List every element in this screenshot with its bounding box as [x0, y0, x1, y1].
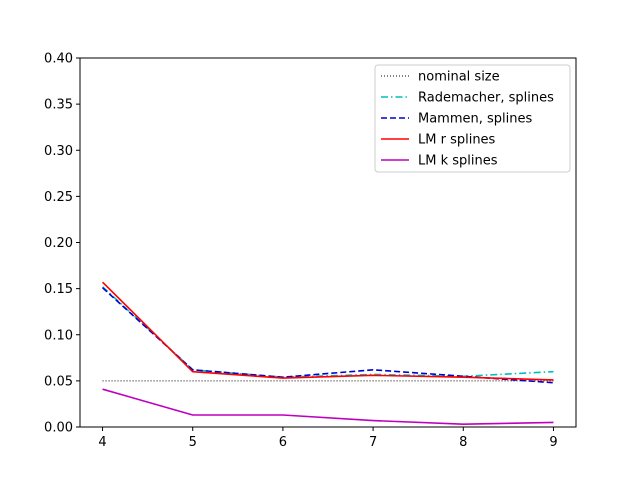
series-line-lm-r-splines — [101, 281, 554, 381]
plot-frame — [79, 57, 577, 428]
y-tick-label: 0.20 — [44, 236, 73, 251]
y-tick-label: 0.10 — [44, 328, 73, 343]
y-axis: 0.00 0.05 0.10 0.15 0.20 0.25 0.30 0.35 0.40 — [44, 52, 80, 436]
y-tick-label: 0.05 — [44, 374, 73, 389]
y-tick-label: 0.35 — [44, 98, 73, 113]
legend-label: nominal size — [418, 70, 500, 85]
legend-label: LM r splines — [418, 133, 496, 148]
x-axis: 4 5 6 7 8 9 — [98, 427, 558, 450]
y-tick-label: 0.15 — [44, 282, 73, 297]
series-line-rademacher-splines — [102, 286, 554, 378]
x-tick-label: 6 — [279, 435, 287, 450]
x-tick-label: 8 — [459, 435, 467, 450]
y-tick-label: 0.00 — [44, 421, 73, 436]
y-tick-label: 0.25 — [44, 190, 73, 205]
x-tick-label: 9 — [549, 435, 557, 450]
legend-box — [374, 64, 571, 173]
legend-label: Rademacher, splines — [418, 91, 554, 106]
series-line-mammen-splines — [102, 287, 554, 384]
y-tick-label: 0.40 — [44, 52, 73, 67]
x-tick-label: 4 — [98, 435, 106, 450]
series-line-lm-k-splines — [102, 388, 554, 426]
x-tick-label: 5 — [189, 435, 197, 450]
series-layer — [101, 281, 554, 426]
legend-label: Mammen, splines — [418, 112, 532, 127]
x-tick-label: 7 — [369, 435, 377, 450]
legend-label: LM k splines — [418, 154, 498, 169]
legend: nominal size Rademacher, splines Mammen, s… — [374, 64, 571, 173]
y-tick-label: 0.30 — [44, 144, 73, 159]
